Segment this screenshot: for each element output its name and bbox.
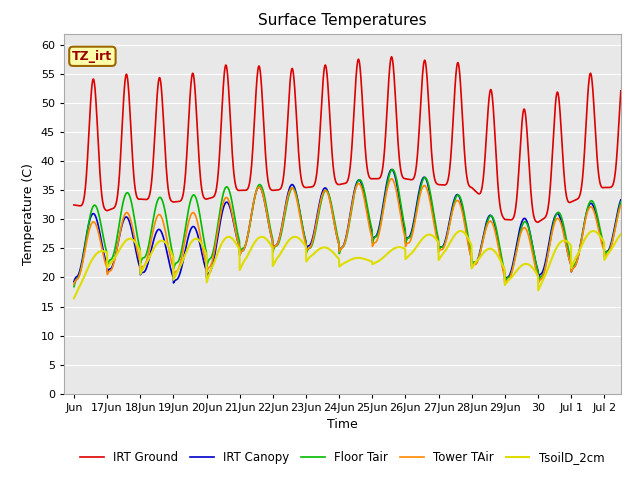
IRT Ground	[70, 202, 78, 208]
IRT Ground	[602, 185, 609, 191]
TsoilD_2cm	[98, 248, 106, 254]
TsoilD_2cm	[336, 263, 344, 269]
Tower TAir	[98, 245, 106, 251]
Line: IRT Ground: IRT Ground	[74, 57, 621, 222]
Floor Tair	[336, 249, 344, 255]
IRT Canopy	[602, 250, 609, 256]
Y-axis label: Temperature (C): Temperature (C)	[22, 163, 35, 264]
Floor Tair	[388, 167, 396, 172]
IRT Canopy	[322, 185, 330, 191]
IRT Ground	[501, 216, 509, 222]
IRT Canopy	[602, 250, 609, 255]
Tower TAir	[602, 253, 609, 259]
Floor Tair	[617, 199, 625, 205]
TsoilD_2cm	[602, 255, 609, 261]
IRT Canopy	[170, 280, 177, 286]
X-axis label: Time: Time	[327, 418, 358, 431]
IRT Canopy	[617, 197, 625, 203]
Tower TAir	[388, 176, 396, 181]
Floor Tair	[601, 252, 609, 258]
TsoilD_2cm	[601, 256, 609, 262]
IRT Ground	[321, 62, 329, 68]
IRT Ground	[534, 219, 541, 225]
TsoilD_2cm	[70, 295, 78, 301]
IRT Ground	[617, 88, 625, 94]
TsoilD_2cm	[589, 228, 597, 234]
IRT Canopy	[501, 277, 509, 283]
Line: TsoilD_2cm: TsoilD_2cm	[74, 231, 621, 298]
Tower TAir	[321, 188, 329, 193]
Floor Tair	[70, 284, 78, 289]
Floor Tair	[321, 188, 329, 193]
Floor Tair	[98, 226, 106, 232]
Tower TAir	[70, 281, 78, 287]
Line: Floor Tair: Floor Tair	[74, 169, 621, 287]
TsoilD_2cm	[321, 245, 329, 251]
Title: Surface Temperatures: Surface Temperatures	[258, 13, 427, 28]
Line: Tower TAir: Tower TAir	[74, 179, 621, 284]
Floor Tair	[602, 252, 609, 257]
IRT Canopy	[98, 240, 106, 246]
IRT Canopy	[388, 167, 396, 172]
IRT Canopy	[70, 279, 78, 285]
IRT Ground	[336, 181, 344, 187]
Legend: IRT Ground, IRT Canopy, Floor Tair, Tower TAir, TsoilD_2cm: IRT Ground, IRT Canopy, Floor Tair, Towe…	[76, 446, 609, 469]
Tower TAir	[601, 253, 609, 259]
Line: IRT Canopy: IRT Canopy	[74, 169, 621, 283]
Text: TZ_irt: TZ_irt	[72, 50, 113, 63]
IRT Ground	[602, 185, 609, 191]
Tower TAir	[501, 281, 509, 287]
TsoilD_2cm	[500, 266, 508, 272]
IRT Canopy	[336, 247, 344, 252]
TsoilD_2cm	[617, 231, 625, 237]
Tower TAir	[617, 203, 625, 208]
IRT Ground	[388, 54, 396, 60]
Floor Tair	[501, 280, 509, 286]
Tower TAir	[336, 248, 344, 253]
IRT Ground	[98, 193, 106, 199]
